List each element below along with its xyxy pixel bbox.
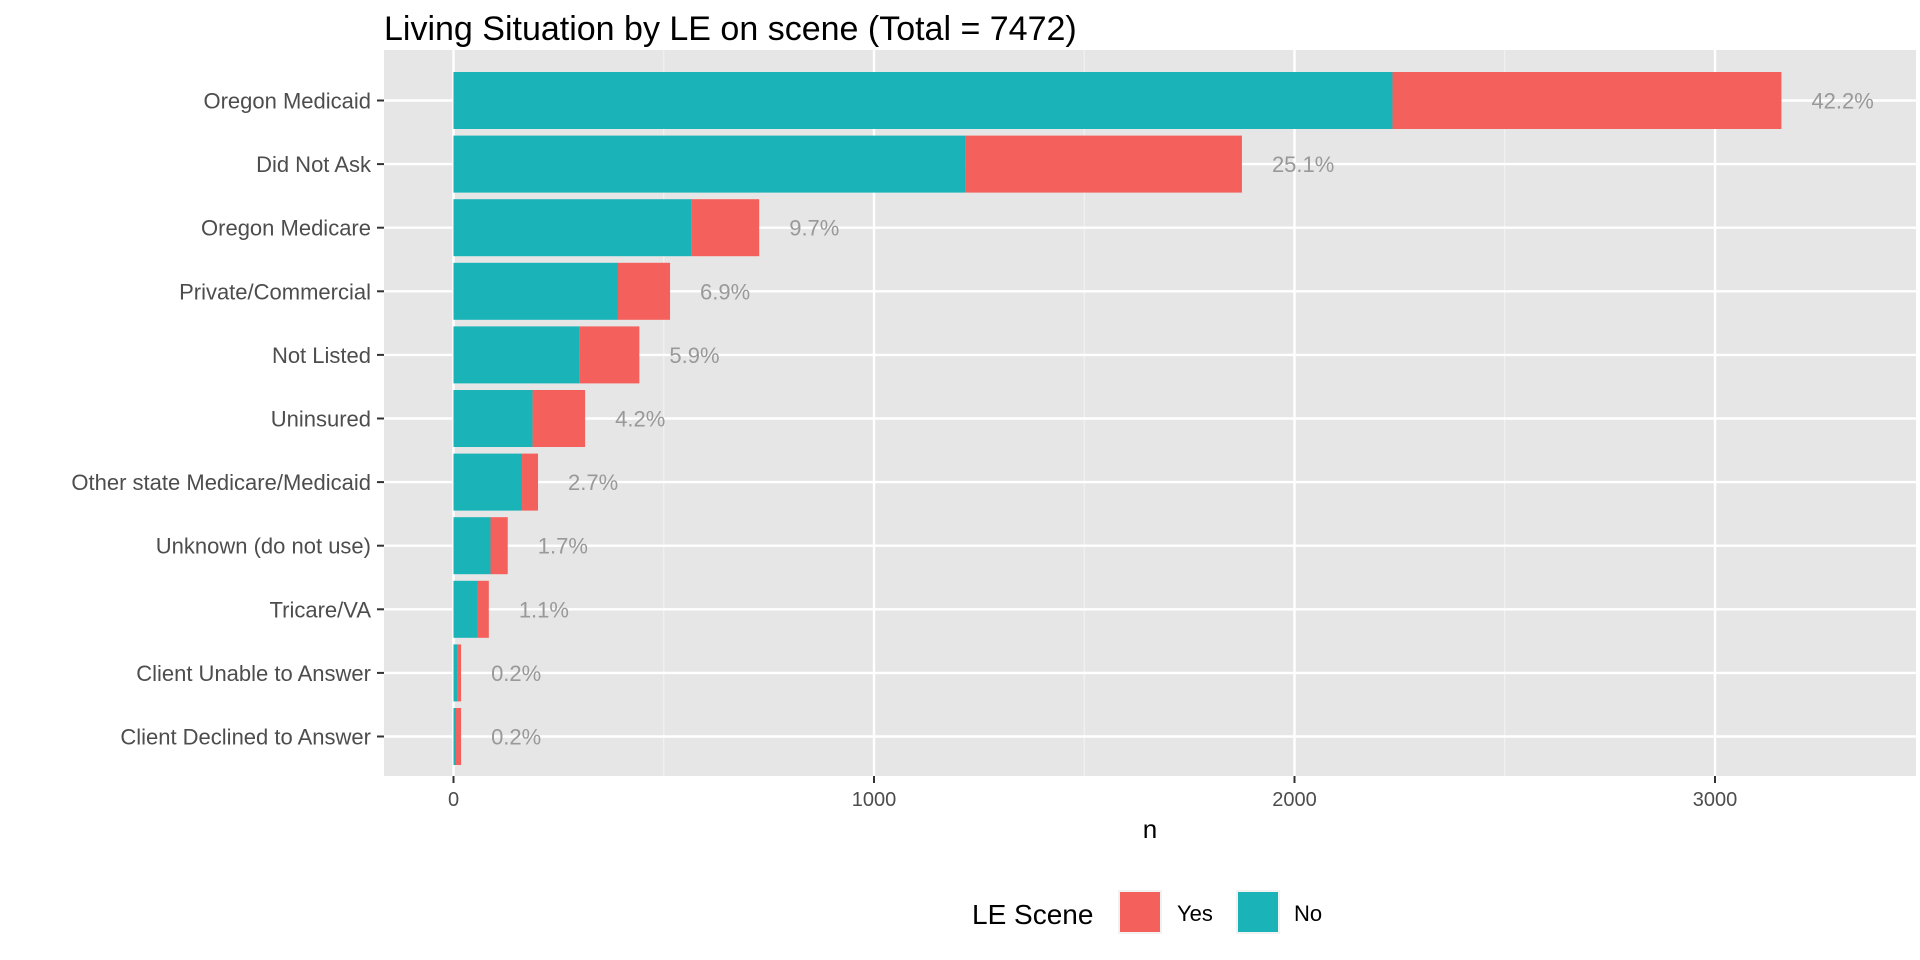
x-tick-label: 2000: [1272, 789, 1317, 811]
percent-labels: 42.2% 25.1% 9.7% 6.9% 5.9% 4.2% 2.7% 1.7% 1.1% 0.…: [491, 89, 1874, 750]
x-tick-label: 0: [448, 789, 459, 811]
percent-label: 1.7%: [538, 534, 588, 559]
bar-yes: [456, 708, 462, 765]
x-axis-title: n: [1143, 814, 1157, 844]
x-tick-label: 3000: [1693, 789, 1738, 811]
percent-label: 4.2%: [615, 407, 665, 432]
bar-no: [453, 72, 1393, 129]
bar-yes: [617, 262, 671, 320]
bar-no: [453, 517, 491, 575]
percent-label: 6.9%: [700, 279, 750, 304]
category-label: Unknown (do not use): [156, 534, 371, 559]
category-label: Oregon Medicaid: [203, 89, 371, 114]
legend-swatch: [1238, 892, 1278, 932]
x-tick-label: 1000: [852, 789, 897, 811]
category-label: Client Unable to Answer: [136, 661, 371, 686]
percent-label: 5.9%: [669, 343, 719, 368]
legend-label: Yes: [1177, 901, 1213, 926]
bar-yes: [965, 135, 1242, 193]
bar-yes: [1392, 72, 1782, 129]
percent-label: 1.1%: [519, 597, 569, 622]
category-label: Tricare/VA: [270, 597, 372, 622]
chart-title: Living Situation by LE on scene (Total =…: [384, 10, 1077, 48]
percent-label: 0.2%: [491, 661, 541, 686]
legend-swatch: [1120, 892, 1160, 932]
percent-label: 42.2%: [1811, 89, 1873, 114]
legend-label: No: [1294, 901, 1322, 926]
percent-label: 25.1%: [1272, 152, 1334, 177]
bar-no: [453, 135, 966, 193]
category-label: Not Listed: [272, 343, 371, 368]
bar-yes: [457, 644, 462, 702]
percent-label: 0.2%: [491, 725, 541, 750]
percent-label: 2.7%: [568, 470, 618, 495]
bar-yes: [522, 453, 539, 511]
y-axis: Oregon Medicaid Did Not Ask Oregon Medicar…: [71, 89, 384, 750]
bar-layer: [453, 72, 1782, 765]
category-label: Oregon Medicare: [201, 216, 371, 241]
bar-no: [453, 453, 523, 511]
bar-no: [453, 262, 618, 320]
category-label: Did Not Ask: [256, 152, 372, 177]
bar-yes: [579, 326, 640, 384]
x-axis: 0 1000 2000 3000: [448, 776, 1737, 811]
bar-yes: [490, 517, 508, 575]
legend-title: LE Scene: [972, 899, 1093, 930]
category-label: Other state Medicare/Medicaid: [71, 470, 371, 495]
bar-yes: [532, 390, 586, 447]
bar-yes: [691, 199, 760, 257]
category-label: Client Declined to Answer: [120, 725, 371, 750]
bar-no: [453, 326, 580, 384]
category-label: Private/Commercial: [179, 279, 371, 304]
bar-no: [453, 390, 533, 447]
bar-yes: [477, 580, 489, 638]
bar-no: [453, 580, 478, 638]
legend: LE Scene Yes No: [972, 890, 1322, 934]
category-label: Uninsured: [271, 407, 371, 432]
bar-no: [453, 199, 692, 257]
percent-label: 9.7%: [789, 216, 839, 241]
bar-no: [453, 708, 457, 765]
bar-no: [453, 644, 458, 702]
